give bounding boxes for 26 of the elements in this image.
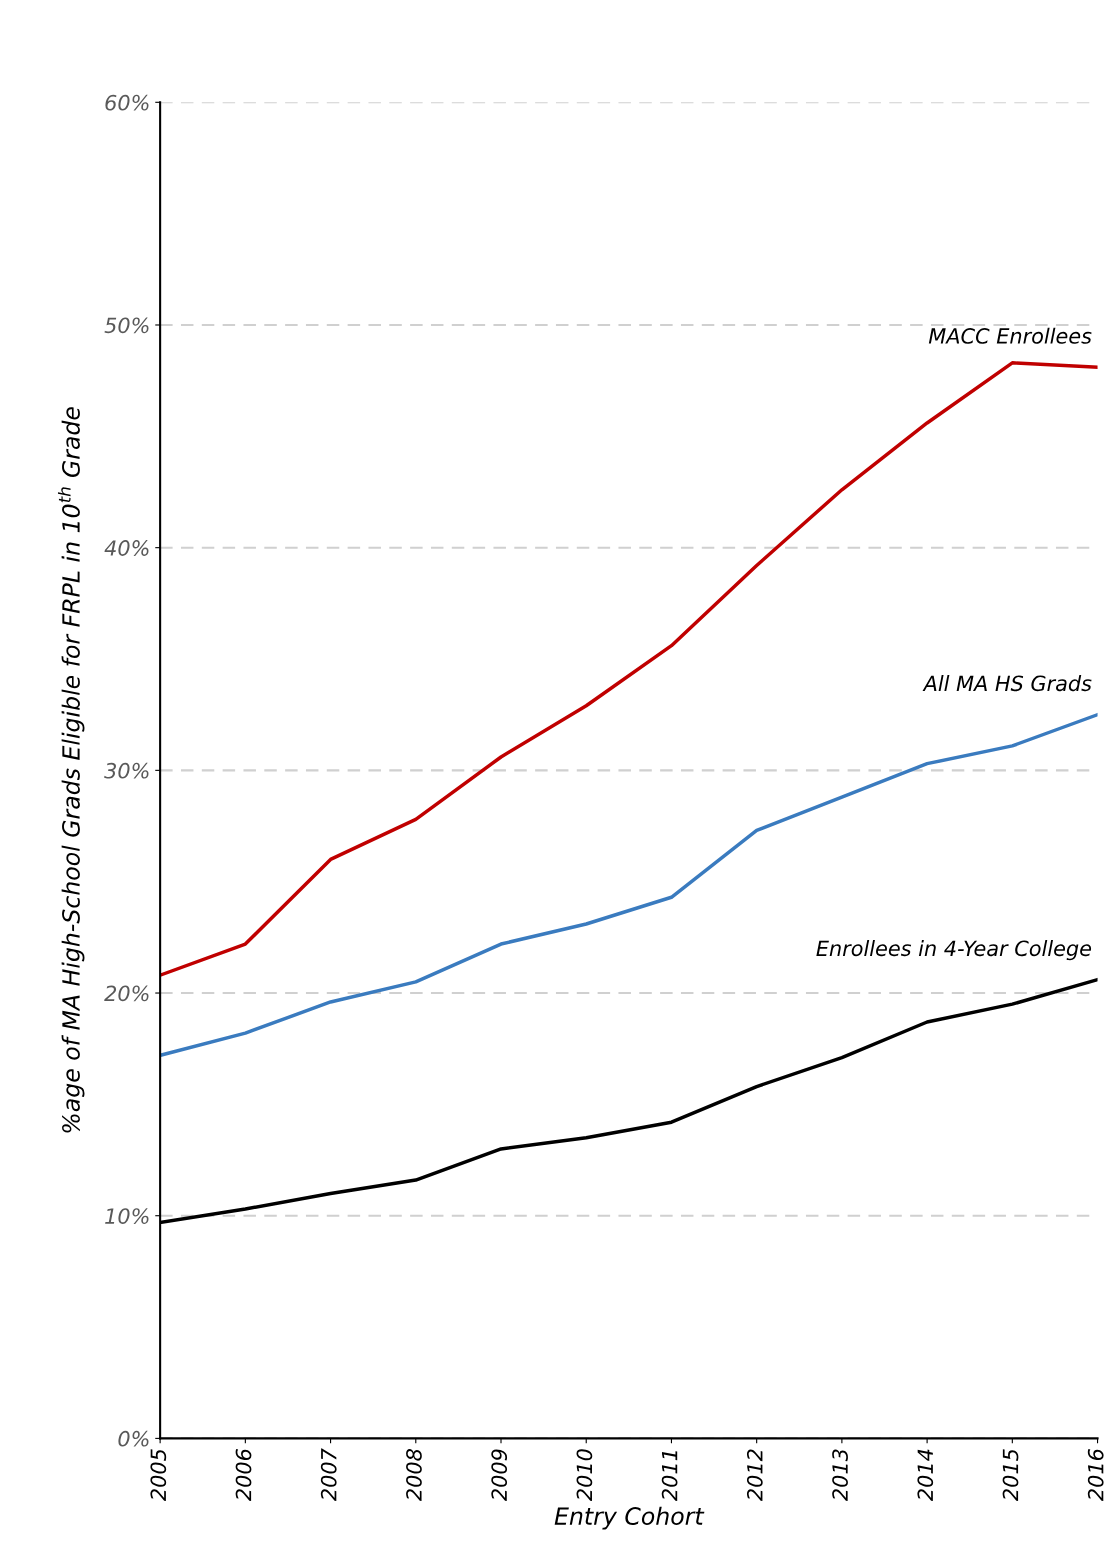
line-series bbox=[160, 361, 1098, 977]
x-tick-label: 2016 bbox=[1087, 1449, 1104, 1502]
x-tick-label: 2008 bbox=[406, 1449, 422, 1502]
x-axis-title: Entry Cohort bbox=[554, 1506, 705, 1530]
x-tick-label: 2015 bbox=[1002, 1449, 1019, 1502]
x-tick-label: 2005 bbox=[150, 1449, 167, 1502]
y-tick-label: 10% bbox=[105, 1208, 149, 1224]
y-tick-label: 50% bbox=[104, 317, 149, 334]
y-tick-label: 20% bbox=[104, 985, 149, 1002]
y-tick-label: 0% bbox=[118, 1430, 149, 1447]
x-tick-label: 2007 bbox=[320, 1448, 337, 1502]
x-tick-label: 2009 bbox=[491, 1449, 508, 1502]
series-label: All MA HS Grads bbox=[922, 675, 1092, 692]
x-tick-label: 2010 bbox=[576, 1449, 593, 1502]
series-label: Enrollees in 4-Year College bbox=[816, 940, 1092, 961]
x-tick-label: 2006 bbox=[235, 1449, 252, 1502]
y-tick-label: 30% bbox=[104, 762, 149, 779]
y-tick-label: 40% bbox=[104, 540, 149, 556]
line-series bbox=[160, 712, 1098, 1058]
x-tick-label: 2014 bbox=[917, 1449, 934, 1502]
x-tick-label: 2012 bbox=[746, 1449, 763, 1502]
x-tick-label: 2011 bbox=[661, 1451, 678, 1502]
series-label: MACC Enrollees bbox=[928, 327, 1092, 344]
y-axis-title: %age of MA High-School Grads Eligible for FRPL in 10$^{th}$ Grade bbox=[57, 407, 85, 1133]
y-tick-label: 60% bbox=[105, 94, 149, 111]
x-tick-label: 2013 bbox=[832, 1449, 848, 1502]
